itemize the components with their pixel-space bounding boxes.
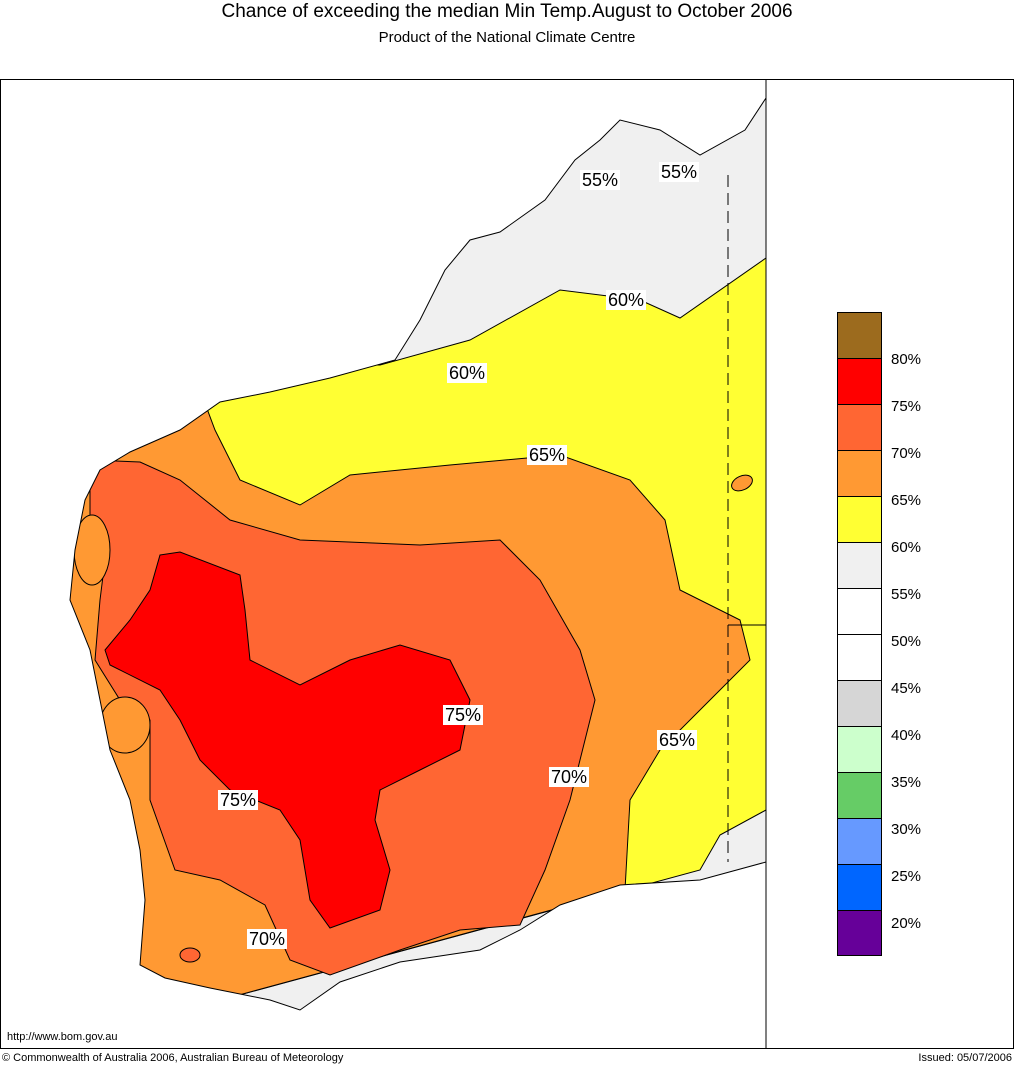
legend-label: 25% — [891, 868, 922, 885]
legend-swatch — [837, 864, 882, 910]
contour-label: 65% — [657, 730, 698, 750]
legend-label: 20% — [891, 915, 922, 932]
legend-label: 45% — [891, 680, 922, 697]
legend-swatch — [837, 818, 882, 864]
legend-swatch — [837, 680, 882, 726]
map-title: Chance of exceeding the median Min Temp.… — [221, 1, 793, 22]
legend-swatch — [837, 910, 882, 956]
legend-swatch — [837, 542, 882, 588]
region-70-75-blob — [179, 947, 201, 963]
legend-label: 60% — [891, 539, 922, 556]
legend-swatch — [837, 634, 882, 680]
legend-label: 35% — [891, 774, 922, 791]
legend-swatch — [837, 496, 882, 542]
legend-label: 50% — [891, 633, 922, 650]
probability-map — [0, 79, 1014, 1049]
legend-swatch — [837, 450, 882, 496]
legend-swatch — [837, 404, 882, 450]
contour-label: 60% — [447, 363, 488, 383]
contour-label: 60% — [606, 290, 647, 310]
website-link[interactable]: http://www.bom.gov.au — [7, 1031, 118, 1043]
contour-label: 70% — [549, 767, 590, 787]
issued-date: Issued: 05/07/2006 — [918, 1052, 1012, 1064]
contour-label: 55% — [659, 162, 700, 182]
legend-label: 70% — [891, 445, 922, 462]
legend-label: 80% — [891, 351, 922, 368]
legend-swatch — [837, 358, 882, 404]
legend-label: 65% — [891, 492, 922, 509]
map-subtitle: Product of the National Climate Centre — [378, 29, 636, 46]
legend-label: 55% — [891, 586, 922, 603]
contour-label: 65% — [527, 445, 568, 465]
contour-label: 75% — [443, 705, 484, 725]
legend-swatch — [837, 588, 882, 634]
legend-swatch — [837, 312, 882, 358]
legend-label: 30% — [891, 821, 922, 838]
copyright-notice: © Commonwealth of Australia 2006, Austra… — [2, 1052, 344, 1064]
contour-label: 55% — [580, 170, 621, 190]
region-75-80 — [104, 551, 471, 929]
legend-label: 40% — [891, 727, 922, 744]
legend-label: 75% — [891, 398, 922, 415]
contour-label: 75% — [218, 790, 259, 810]
contour-label: 70% — [247, 929, 288, 949]
region-65-70-blob — [731, 474, 753, 492]
legend-swatch — [837, 772, 882, 818]
legend-swatch — [837, 726, 882, 772]
legend-colorbar — [837, 312, 882, 956]
